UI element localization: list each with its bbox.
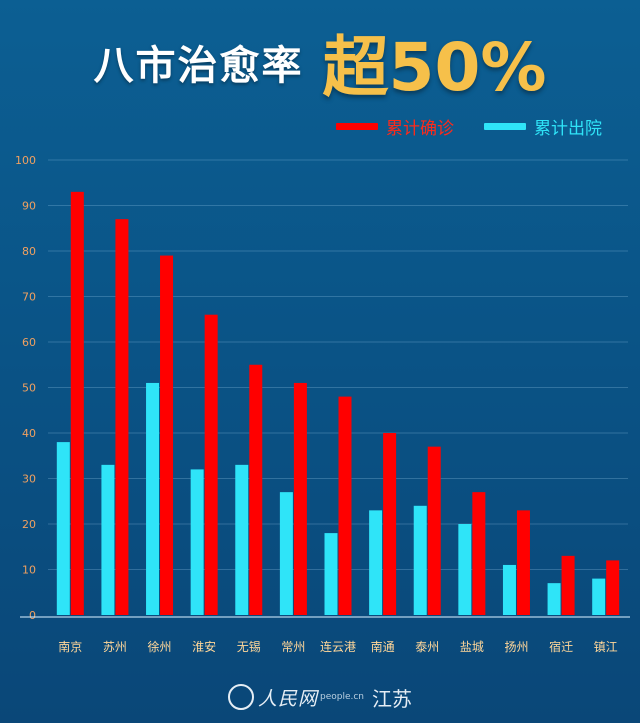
bar-recovered bbox=[279, 492, 293, 615]
bar-confirmed bbox=[204, 314, 218, 615]
x-category-label: 苏州 bbox=[103, 640, 127, 654]
bar-confirmed bbox=[293, 382, 307, 615]
y-tick-label: 10 bbox=[22, 564, 36, 577]
bar-confirmed bbox=[160, 255, 174, 616]
bar-recovered bbox=[235, 464, 249, 615]
legend-label-confirmed: 累计确诊 bbox=[386, 118, 454, 139]
legend-item-recovered: 累计出院 bbox=[484, 114, 602, 139]
x-category-label: 南京 bbox=[58, 639, 82, 654]
x-category-label: 南通 bbox=[371, 639, 395, 654]
bar-recovered bbox=[502, 564, 516, 615]
x-category-label: 淮安 bbox=[192, 639, 216, 654]
people-logo-icon bbox=[227, 684, 254, 710]
x-category-label: 连云港 bbox=[320, 639, 356, 654]
bar-confirmed bbox=[561, 555, 575, 615]
title-block: 八市治愈率 超50% bbox=[0, 14, 640, 106]
bar-confirmed bbox=[249, 364, 263, 615]
bar-recovered bbox=[369, 510, 383, 615]
legend-swatch-confirmed bbox=[336, 122, 378, 130]
bar-confirmed bbox=[472, 492, 486, 615]
x-category-label: 无锡 bbox=[237, 639, 261, 654]
bar-recovered bbox=[592, 578, 606, 615]
bar-recovered bbox=[458, 524, 472, 615]
chart-title-accent: 超50% bbox=[322, 29, 547, 106]
bar-confirmed bbox=[427, 446, 441, 615]
legend-item-confirmed: 累计确诊 bbox=[336, 114, 454, 139]
legend-label-recovered: 累计出院 bbox=[534, 118, 602, 139]
legend-swatch-recovered bbox=[484, 122, 526, 130]
bar-recovered bbox=[101, 464, 115, 615]
y-tick-label: 100 bbox=[15, 154, 36, 167]
bar-confirmed bbox=[516, 510, 530, 615]
footer-logo: 人民网 people.cn 江苏 bbox=[0, 680, 640, 714]
bar-recovered bbox=[413, 505, 427, 615]
x-category-label: 常州 bbox=[281, 640, 305, 654]
y-tick-label: 70 bbox=[22, 291, 36, 304]
y-tick-label: 60 bbox=[22, 336, 36, 349]
y-tick-label: 50 bbox=[22, 382, 36, 395]
bar-recovered bbox=[324, 533, 338, 615]
bar-confirmed bbox=[70, 191, 84, 615]
x-category-label: 泰州 bbox=[415, 640, 439, 654]
x-category-label: 镇江 bbox=[594, 640, 618, 654]
y-tick-label: 90 bbox=[22, 200, 36, 213]
bar-recovered bbox=[56, 442, 70, 615]
bar-recovered bbox=[190, 469, 204, 615]
y-tick-label: 0 bbox=[29, 609, 36, 622]
x-category-label: 徐州 bbox=[148, 639, 172, 654]
chart-title: 八市治愈率 bbox=[93, 43, 304, 89]
bar-confirmed bbox=[606, 560, 620, 615]
x-category-label: 盐城 bbox=[460, 640, 484, 654]
y-tick-label: 30 bbox=[22, 473, 36, 486]
x-category-label: 扬州 bbox=[504, 639, 528, 654]
logo-region: 江苏 bbox=[372, 686, 413, 711]
bar-recovered bbox=[547, 583, 561, 615]
y-tick-label: 80 bbox=[22, 245, 36, 258]
logo-brand-sub: people.cn bbox=[319, 692, 365, 702]
y-tick-label: 20 bbox=[22, 518, 36, 531]
bar-recovered bbox=[146, 382, 160, 615]
y-tick-label: 40 bbox=[22, 427, 36, 440]
logo-brand: 人民网 bbox=[257, 687, 318, 710]
bar-confirmed bbox=[383, 433, 397, 615]
bar-confirmed bbox=[338, 396, 352, 615]
x-category-label: 宿迁 bbox=[549, 639, 573, 654]
bar-confirmed bbox=[115, 219, 129, 615]
